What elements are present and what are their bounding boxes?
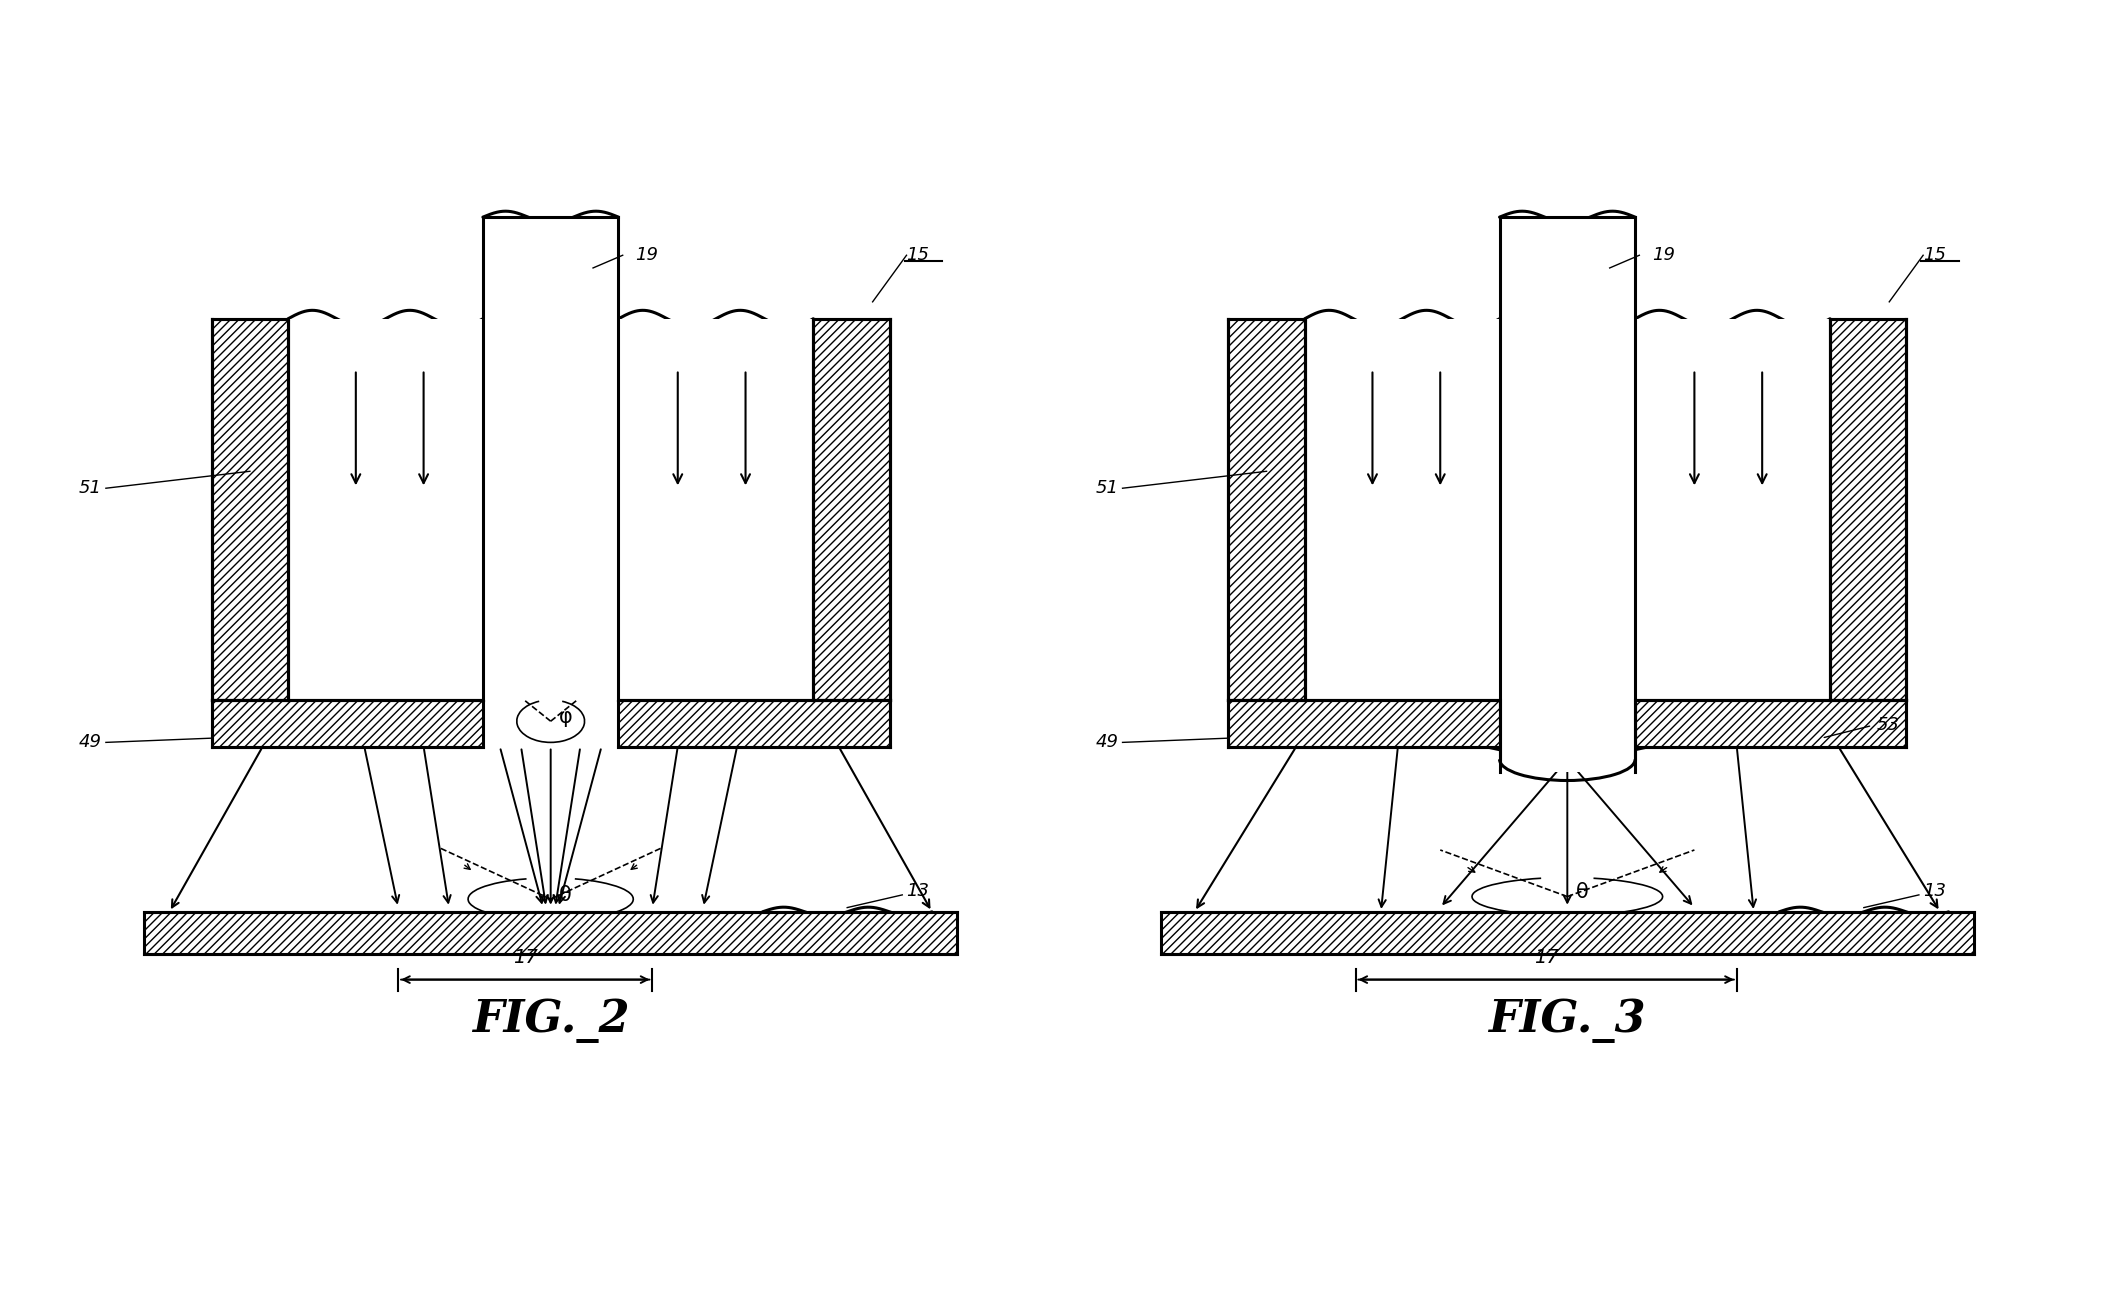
Text: φ: φ (1576, 724, 1588, 744)
Bar (618, 318, 813, 700)
Text: θ: θ (559, 884, 572, 905)
Bar (1500, 217, 1635, 772)
Bar (483, 217, 618, 700)
Bar (144, 912, 957, 954)
Text: 17: 17 (513, 948, 538, 967)
Text: φ: φ (559, 707, 572, 727)
Bar (1228, 700, 1500, 747)
Text: 13: 13 (1923, 882, 1946, 900)
Text: 51: 51 (1095, 479, 1118, 498)
Bar (1161, 912, 1974, 954)
Text: 49: 49 (78, 734, 102, 752)
Bar (1635, 318, 1830, 700)
Text: 53: 53 (1877, 717, 1900, 735)
Text: 19: 19 (1652, 246, 1675, 265)
Bar (288, 318, 483, 700)
Bar (212, 318, 288, 700)
Bar (618, 700, 890, 747)
Bar (1305, 318, 1500, 700)
Bar (212, 700, 483, 747)
Text: 17: 17 (1533, 948, 1559, 967)
Text: 15: 15 (1923, 246, 1946, 265)
Text: FIG._2: FIG._2 (472, 998, 629, 1043)
Text: 19: 19 (635, 246, 659, 265)
Bar (1228, 318, 1305, 700)
Bar (813, 318, 890, 700)
Text: 15: 15 (907, 246, 930, 265)
Text: FIG._3: FIG._3 (1489, 998, 1646, 1043)
Bar (1635, 700, 1906, 747)
Text: θ: θ (1576, 883, 1588, 903)
Text: 49: 49 (1095, 734, 1118, 752)
Text: 51: 51 (78, 479, 102, 498)
Text: 13: 13 (907, 882, 930, 900)
Bar (1830, 318, 1906, 700)
